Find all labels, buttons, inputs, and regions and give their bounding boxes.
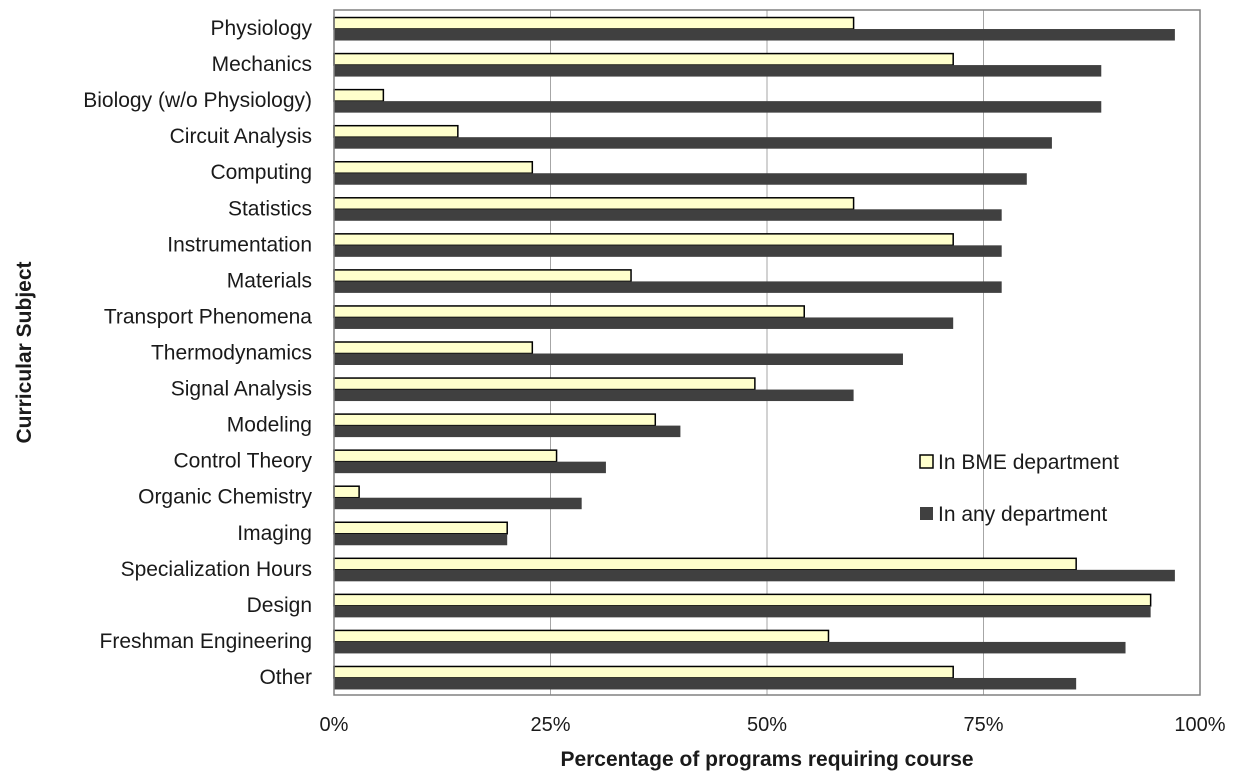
bar-any-1 xyxy=(334,65,1102,77)
bars xyxy=(333,16,1175,690)
bar-bme-9 xyxy=(333,341,534,355)
x-tick-label: 25% xyxy=(530,714,570,736)
category-label: Transport Phenomena xyxy=(104,305,312,328)
category-label: Physiology xyxy=(210,17,312,40)
bar-any-3 xyxy=(334,137,1052,149)
bar-bme-10 xyxy=(333,377,756,391)
x-tick-label: 75% xyxy=(963,714,1003,736)
y-axis-title: Curricular Subject xyxy=(13,261,36,443)
category-label: Imaging xyxy=(237,522,312,545)
gridlines xyxy=(550,10,984,695)
plot-area-frame xyxy=(333,9,1201,696)
bar-bme-5 xyxy=(333,197,855,211)
bar-any-12 xyxy=(334,461,606,474)
bar-bme-6 xyxy=(333,233,954,247)
legend-label-any: In any department xyxy=(938,503,1107,526)
category-label: Specialization Hours xyxy=(121,558,312,581)
bar-bme-13 xyxy=(333,485,360,499)
bar-any-0 xyxy=(334,29,1175,41)
legend-swatch-any xyxy=(920,507,933,520)
bar-bme-0 xyxy=(333,16,855,30)
bar-any-7 xyxy=(334,281,1002,293)
category-label: Design xyxy=(247,594,312,617)
legend-swatch-bme xyxy=(919,454,934,469)
bar-any-14 xyxy=(334,533,508,546)
category-label: Biology (w/o Physiology) xyxy=(83,89,312,112)
category-label: Statistics xyxy=(228,197,312,220)
category-label: Other xyxy=(259,666,312,689)
category-label: Computing xyxy=(210,161,312,184)
bar-bme-11 xyxy=(333,413,657,427)
category-label: Instrumentation xyxy=(167,233,312,256)
bar-any-17 xyxy=(334,641,1126,654)
bar-any-11 xyxy=(334,425,681,438)
bar-bme-2 xyxy=(333,88,385,102)
bar-any-5 xyxy=(334,209,1002,221)
bar-any-8 xyxy=(334,317,954,329)
bar-any-10 xyxy=(334,389,854,402)
bar-any-2 xyxy=(334,101,1102,113)
bar-bme-3 xyxy=(333,124,459,138)
bar-any-13 xyxy=(334,497,582,510)
bar-bme-17 xyxy=(333,629,830,643)
legend-label-bme: In BME department xyxy=(938,451,1119,474)
category-label: Materials xyxy=(227,269,312,292)
x-axis-title: Percentage of programs requiring course xyxy=(560,748,973,771)
bar-bme-18 xyxy=(333,665,954,679)
x-tick-label: 0% xyxy=(320,714,349,736)
x-tick-label: 50% xyxy=(747,714,787,736)
category-label: Thermodynamics xyxy=(151,342,312,365)
category-label: Mechanics xyxy=(212,53,312,76)
legend: In BME department In any department xyxy=(919,451,1119,526)
x-tick-label: 100% xyxy=(1174,714,1225,736)
bar-any-16 xyxy=(334,605,1151,618)
bar-any-18 xyxy=(334,677,1077,690)
bar-bme-8 xyxy=(333,305,805,319)
bar-bme-4 xyxy=(333,160,534,174)
bar-any-4 xyxy=(334,173,1027,185)
bar-bme-12 xyxy=(333,449,558,463)
x-tick-labels: 0% 25% 50% 75% 100% xyxy=(320,714,1226,736)
bar-bme-7 xyxy=(333,269,632,283)
category-label: Circuit Analysis xyxy=(170,125,312,148)
category-label: Control Theory xyxy=(173,450,312,473)
bar-any-6 xyxy=(334,245,1002,257)
bar-bme-16 xyxy=(333,593,1152,607)
category-label: Freshman Engineering xyxy=(100,630,312,653)
bar-any-9 xyxy=(334,353,903,365)
category-label: Modeling xyxy=(227,414,312,437)
bar-any-15 xyxy=(334,569,1175,582)
bar-bme-14 xyxy=(333,521,508,535)
bar-bme-15 xyxy=(333,557,1077,571)
category-label: Signal Analysis xyxy=(171,378,312,401)
bar-bme-1 xyxy=(333,52,954,66)
category-labels: Physiology Mechanics Biology (w/o Physiolo… xyxy=(83,17,312,689)
category-label: Organic Chemistry xyxy=(138,486,312,509)
